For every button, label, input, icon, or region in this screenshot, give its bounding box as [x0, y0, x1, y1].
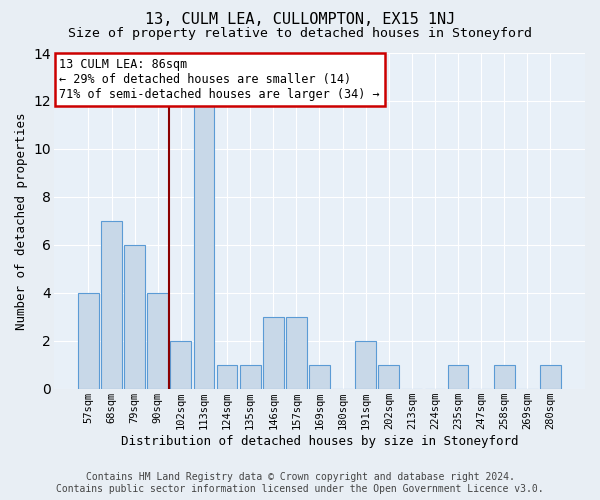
Y-axis label: Number of detached properties: Number of detached properties	[15, 112, 28, 330]
Bar	[448, 364, 469, 388]
Bar	[240, 364, 260, 388]
Bar	[355, 340, 376, 388]
Text: Size of property relative to detached houses in Stoneyford: Size of property relative to detached ho…	[68, 28, 532, 40]
Bar	[170, 340, 191, 388]
Bar	[494, 364, 515, 388]
Bar	[148, 293, 168, 388]
Text: 13, CULM LEA, CULLOMPTON, EX15 1NJ: 13, CULM LEA, CULLOMPTON, EX15 1NJ	[145, 12, 455, 26]
Text: Contains HM Land Registry data © Crown copyright and database right 2024.
Contai: Contains HM Land Registry data © Crown c…	[56, 472, 544, 494]
Bar	[263, 316, 284, 388]
Bar	[101, 221, 122, 388]
Bar	[309, 364, 330, 388]
Bar	[194, 101, 214, 388]
Bar	[217, 364, 238, 388]
X-axis label: Distribution of detached houses by size in Stoneyford: Distribution of detached houses by size …	[121, 434, 518, 448]
Bar	[540, 364, 561, 388]
Bar	[78, 293, 99, 388]
Bar	[124, 245, 145, 388]
Bar	[286, 316, 307, 388]
Bar	[379, 364, 399, 388]
Text: 13 CULM LEA: 86sqm
← 29% of detached houses are smaller (14)
71% of semi-detache: 13 CULM LEA: 86sqm ← 29% of detached hou…	[59, 58, 380, 101]
